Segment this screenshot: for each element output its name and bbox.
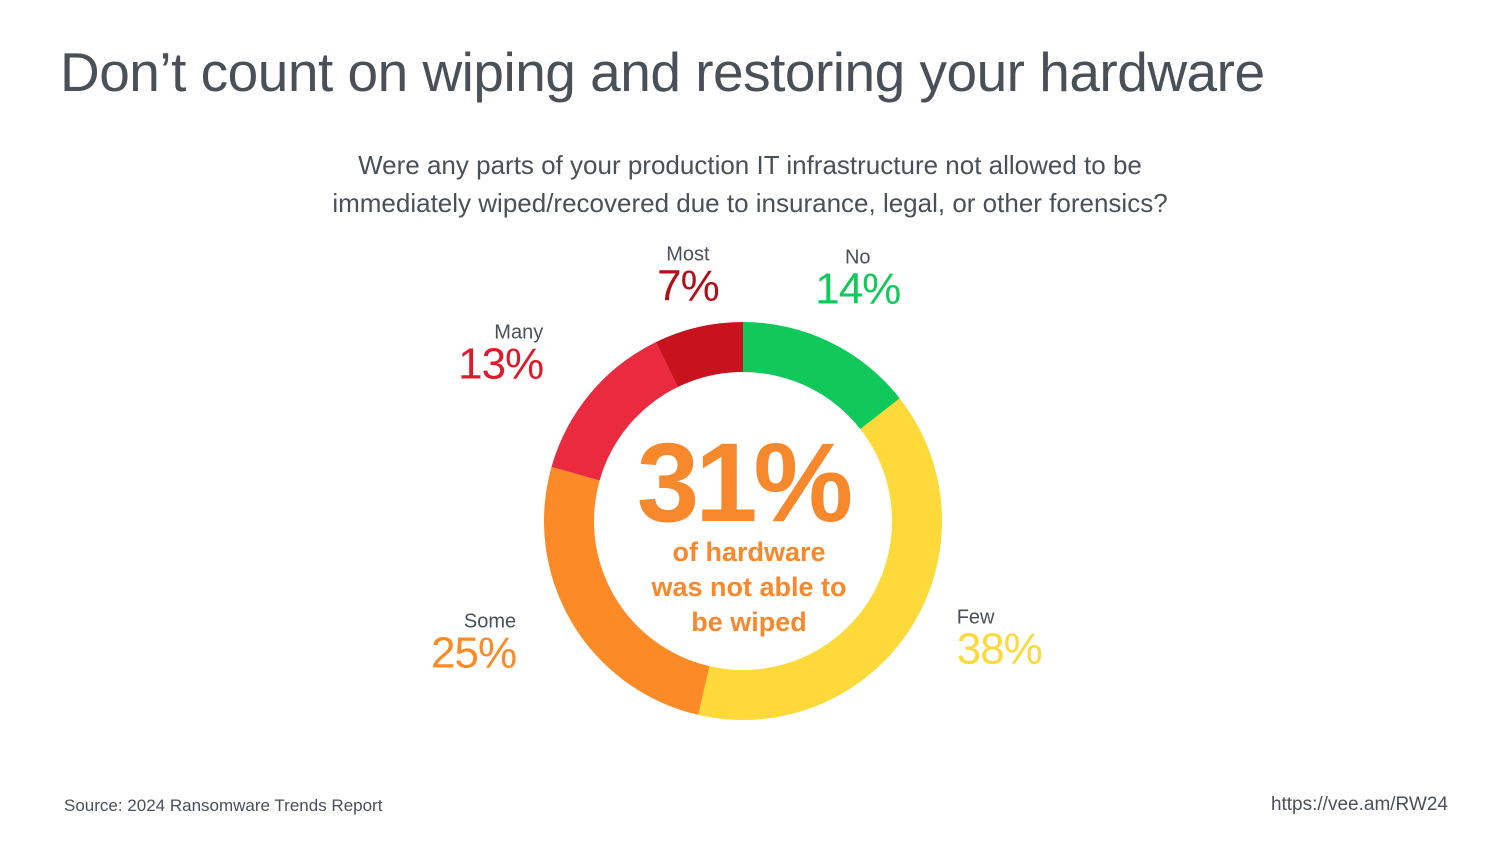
- slice-most: [655, 322, 743, 388]
- slice-value-no: 14%: [815, 264, 900, 313]
- slice-label-no: No: [845, 246, 871, 268]
- slice-value-some: 25%: [431, 628, 516, 677]
- slice-many: [551, 342, 678, 481]
- center-value: 31%: [637, 420, 851, 545]
- source-note: Source: 2024 Ransomware Trends Report: [64, 796, 383, 815]
- center-caption-line-2: was not able to: [650, 572, 846, 602]
- slice-label-most: Most: [666, 243, 710, 265]
- center-caption-line-1: of hardware: [672, 537, 825, 567]
- slice-value-many: 13%: [458, 340, 543, 389]
- page-title: Don’t count on wiping and restoring your…: [60, 41, 1265, 103]
- source-link[interactable]: https://vee.am/RW24: [1270, 794, 1448, 815]
- slice-value-few: 38%: [957, 625, 1042, 674]
- question-line-2: immediately wiped/recovered due to insur…: [332, 188, 1168, 218]
- slice-label-few: Few: [957, 607, 995, 629]
- slice-label-some: Some: [464, 610, 516, 632]
- slice-value-most: 7%: [657, 261, 719, 310]
- slice-some: [544, 466, 710, 715]
- slice-no: [743, 322, 900, 430]
- slice-label-many: Many: [494, 322, 543, 344]
- question-line-1: Were any parts of your production IT inf…: [358, 150, 1142, 180]
- chart-question: Were any parts of your production IT inf…: [250, 146, 1250, 222]
- center-caption-line-3: be wiped: [691, 607, 807, 637]
- slice-few: [698, 398, 942, 720]
